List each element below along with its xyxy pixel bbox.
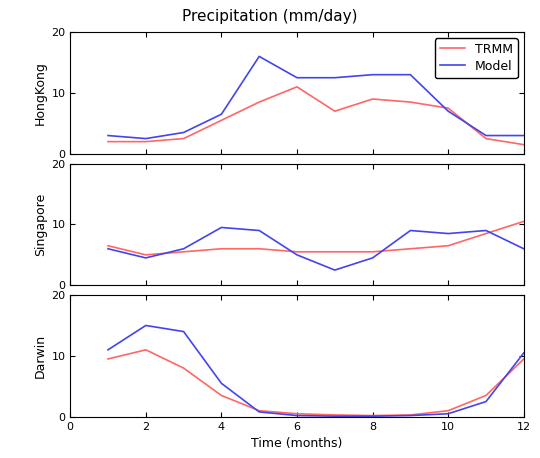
X-axis label: Time (months): Time (months) — [251, 437, 343, 450]
Y-axis label: Darwin: Darwin — [34, 334, 47, 378]
Y-axis label: Singapore: Singapore — [34, 193, 47, 256]
Legend: TRMM, Model: TRMM, Model — [435, 38, 517, 78]
Y-axis label: HongKong: HongKong — [34, 61, 47, 125]
Text: Precipitation (mm/day): Precipitation (mm/day) — [183, 9, 357, 24]
